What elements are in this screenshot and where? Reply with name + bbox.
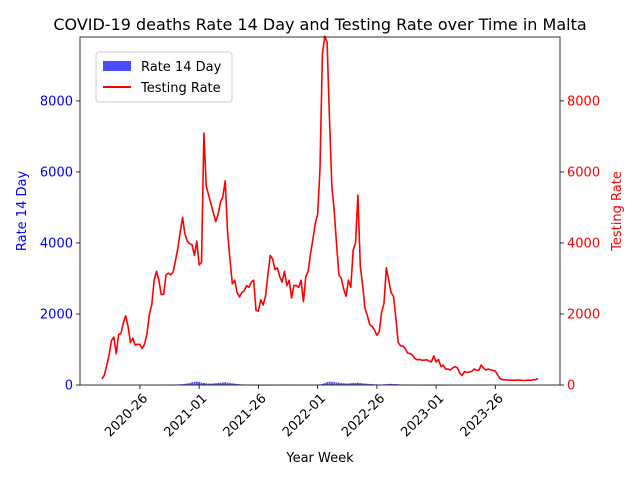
x-axis-label: Year Week: [285, 451, 354, 466]
y-left-tick-label: 6000: [40, 165, 73, 180]
bar: [387, 383, 390, 385]
bar: [224, 382, 227, 385]
plot-frame: [79, 36, 561, 386]
bar: [366, 383, 369, 385]
bar: [195, 381, 198, 385]
bar: [207, 383, 210, 385]
bar: [328, 381, 331, 385]
bar: [359, 382, 362, 385]
y-right-tick-label: 8000: [567, 94, 600, 109]
y-axis-right: 0 2000 4000 6000 8000: [560, 94, 600, 394]
y-right-tick-label: 4000: [567, 236, 600, 251]
chart-title: COVID-19 deaths Rate 14 Day and Testing …: [53, 15, 586, 34]
y-left-tick-label: 4000: [40, 236, 73, 251]
y-axis-left: 0 2000 4000 6000 8000: [40, 94, 80, 394]
bar: [392, 383, 395, 385]
bar: [231, 383, 234, 385]
bar: [333, 382, 336, 385]
line-series-testing-rate: [101, 35, 539, 382]
legend: Rate 14 Day Testing Rate: [95, 51, 233, 103]
bar: [385, 384, 388, 385]
bar: [205, 383, 208, 385]
bar: [198, 381, 201, 385]
bar: [236, 383, 239, 385]
bar: [210, 383, 212, 385]
legend-swatch-rate-14-day: [103, 61, 131, 71]
bar: [214, 383, 217, 385]
bar: [193, 381, 196, 385]
bar: [390, 383, 393, 385]
bar: [394, 384, 397, 385]
bar: [200, 382, 203, 385]
bar: [323, 383, 326, 385]
bar: [226, 382, 229, 385]
bar: [229, 383, 231, 385]
bar: [349, 383, 352, 385]
legend-label-testing-rate: Testing Rate: [140, 81, 221, 96]
bar: [335, 382, 338, 385]
bar: [345, 383, 348, 385]
y-left-tick-label: 2000: [40, 307, 73, 322]
testing-rate-line: [101, 35, 539, 382]
y-axis-left-label: Rate 14 Day: [15, 171, 30, 252]
legend-label-rate-14-day: Rate 14 Day: [141, 60, 222, 75]
bar: [364, 383, 366, 385]
bar: [188, 383, 191, 385]
bar: [183, 383, 186, 385]
y-left-tick-label: 8000: [40, 94, 73, 109]
bar: [342, 383, 345, 385]
bar: [233, 383, 236, 385]
bar: [371, 384, 374, 385]
y-right-tick-label: 2000: [567, 307, 600, 322]
y-axis-right-label: Testing Rate: [610, 171, 625, 252]
bar: [217, 382, 220, 385]
bar: [354, 382, 357, 385]
bar: [338, 382, 340, 385]
y-right-tick-label: 6000: [567, 165, 600, 180]
bar: [340, 383, 343, 385]
bar: [186, 383, 189, 385]
y-left-tick-label: 0: [65, 379, 73, 394]
y-right-tick-label: 0: [567, 379, 575, 394]
bar: [347, 383, 350, 385]
bar: [356, 382, 359, 385]
bar: [219, 382, 222, 385]
bar: [181, 384, 184, 385]
bar: [361, 383, 364, 385]
bar: [326, 382, 329, 385]
bar: [368, 383, 371, 385]
bar: [352, 382, 355, 385]
bar: [191, 382, 193, 385]
bar: [321, 383, 324, 385]
bar: [221, 382, 224, 385]
bar: [212, 383, 215, 385]
bar: [202, 383, 205, 385]
bar: [330, 381, 333, 385]
